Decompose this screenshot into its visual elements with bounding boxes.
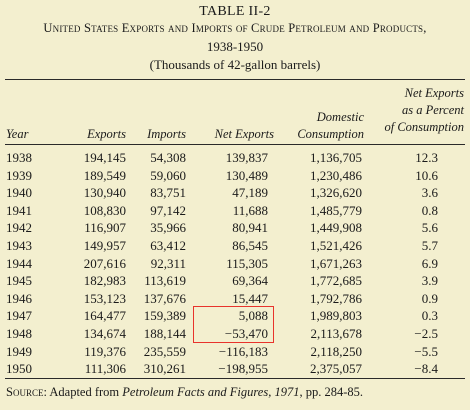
cell-pct: 0.9 (421, 290, 438, 306)
cell-year: 1946 (6, 290, 32, 306)
source-pre: Adapted from (46, 385, 123, 399)
cell-consumption: 2,113,678 (310, 326, 362, 341)
cell-net-exports: 130,489 (225, 167, 268, 183)
cell-exports: 194,145 (83, 150, 126, 165)
cell-consumption: 1,449,908 (310, 220, 362, 236)
cell-year: 1948 (6, 326, 32, 341)
top-rule (5, 79, 465, 80)
cell-exports: 189,549 (83, 167, 126, 183)
header-pct-line3: of Consumption (384, 120, 464, 134)
cell-exports: 153,123 (83, 290, 126, 306)
cell-net-exports: −198,955 (218, 361, 268, 377)
cell-exports: 182,983 (83, 273, 126, 289)
cell-imports: 310,261 (143, 361, 186, 377)
cell-consumption: 1,671,263 (310, 255, 362, 271)
header-imports: Imports (147, 127, 186, 141)
cell-exports: 108,830 (83, 202, 126, 218)
header-exports: Exports (87, 127, 126, 141)
cell-year: 1940 (6, 185, 32, 201)
cell-consumption: 2,118,250 (310, 343, 362, 359)
cell-exports: 207,616 (83, 255, 126, 271)
header-domestic-line2: Consumption (297, 127, 364, 141)
header-pct-line2: as a Percent (401, 103, 464, 117)
cell-imports: 54,308 (150, 150, 186, 165)
source-note: Source: Adapted from Petroleum Facts and… (6, 385, 363, 400)
cell-net-exports: 11,688 (232, 202, 268, 218)
table-number: TABLE II-2 (199, 4, 271, 19)
cell-exports: 116,907 (84, 220, 126, 236)
cell-exports: 164,477 (83, 308, 126, 324)
cell-year: 1950 (6, 361, 32, 377)
cell-year: 1945 (6, 273, 32, 289)
cell-net-exports: 47,189 (232, 185, 268, 201)
cell-net-exports: 115,305 (226, 255, 268, 271)
cell-exports: 111,306 (84, 361, 126, 377)
table-title: United States Exports and Imports of Cru… (43, 21, 427, 35)
source-publication: Petroleum Facts and Figures, 1971 (122, 385, 300, 399)
cell-consumption: 2,375,057 (310, 361, 362, 377)
cell-year: 1943 (6, 238, 32, 253)
cell-imports: 235,559 (143, 343, 186, 359)
cell-consumption: 1,136,705 (310, 150, 362, 165)
cell-exports: 149,957 (83, 238, 126, 253)
cell-pct: 3.6 (421, 185, 438, 201)
cell-pct: 5.6 (421, 220, 438, 236)
cell-pct: −2.5 (414, 326, 438, 341)
cell-consumption: 1,792,786 (310, 290, 362, 306)
source-post: , pp. 284-85. (299, 385, 364, 399)
cell-net-exports: 80,941 (232, 220, 268, 236)
cell-imports: 113,619 (144, 273, 186, 289)
table-units: (Thousands of 42-gallon barrels) (149, 57, 321, 72)
cell-exports: 130,940 (83, 185, 126, 201)
cell-net-exports: −53,470 (224, 326, 268, 341)
cell-imports: 35,966 (150, 220, 186, 236)
cell-pct: 5.7 (421, 238, 438, 253)
cell-pct: 10.6 (415, 167, 438, 183)
cell-year: 1939 (6, 167, 32, 183)
header-domestic-line1: Domestic (316, 110, 364, 124)
cell-year: 1947 (6, 308, 32, 324)
header-rule (5, 144, 465, 145)
cell-pct: 12.3 (415, 150, 438, 165)
cell-exports: 119,376 (84, 343, 126, 359)
cell-consumption: 1,326,620 (310, 185, 362, 201)
source-label: Source: (6, 385, 47, 399)
cell-year: 1938 (6, 150, 32, 165)
cell-year: 1944 (6, 255, 32, 271)
cell-pct: −5.5 (414, 343, 438, 359)
cell-net-exports: 15,447 (232, 290, 268, 306)
cell-consumption: 1,521,426 (310, 238, 362, 253)
cell-imports: 92,311 (150, 255, 186, 271)
cell-net-exports: 86,545 (232, 238, 268, 253)
header-pct-line1: Net Exports (404, 86, 464, 100)
table-years: 1938-1950 (206, 39, 264, 54)
header-net-exports: Net Exports (214, 127, 274, 141)
cell-net-exports: 139,837 (225, 150, 268, 165)
cell-consumption: 1,230,486 (310, 167, 362, 183)
cell-year: 1949 (6, 343, 32, 359)
cell-pct: 6.9 (421, 255, 438, 271)
cell-imports: 63,412 (150, 238, 186, 253)
cell-year: 1941 (6, 202, 32, 218)
cell-consumption: 1,989,803 (310, 308, 362, 324)
cell-net-exports: −116,183 (218, 343, 268, 359)
cell-imports: 59,060 (150, 167, 186, 183)
cell-pct: 3.9 (421, 273, 438, 289)
cell-net-exports: 69,364 (232, 273, 268, 289)
cell-net-exports: 5,088 (238, 308, 268, 324)
cell-imports: 97,142 (150, 202, 186, 218)
cell-imports: 137,676 (143, 290, 186, 306)
cell-exports: 134,674 (83, 326, 126, 341)
cell-pct: −8.4 (414, 361, 438, 377)
header-year: Year (6, 127, 29, 141)
cell-pct: 0.8 (421, 202, 438, 218)
cell-consumption: 1,485,779 (310, 202, 362, 218)
cell-imports: 83,751 (150, 185, 186, 201)
bottom-rule (5, 378, 465, 379)
cell-imports: 188,144 (143, 326, 186, 341)
cell-year: 1942 (6, 220, 32, 236)
cell-consumption: 1,772,685 (310, 273, 362, 289)
cell-imports: 159,389 (143, 308, 186, 324)
cell-pct: 0.3 (421, 308, 438, 324)
